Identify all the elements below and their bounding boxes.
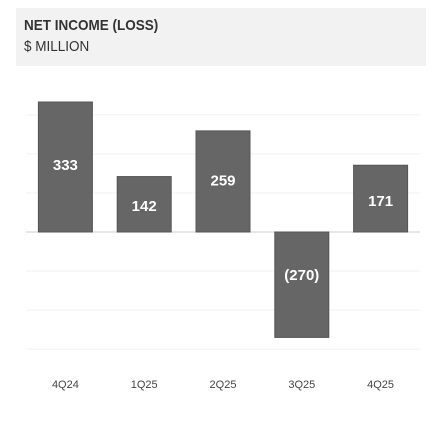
bar-value-label: 333 — [53, 157, 78, 174]
chart-header: NET INCOME (LOSS) $ MILLION — [16, 8, 426, 66]
x-tick-label: 4Q25 — [367, 379, 394, 391]
bar-value-label: 142 — [132, 198, 157, 215]
bar-4q24 — [37, 101, 93, 233]
x-tick-label: 3Q25 — [288, 379, 315, 391]
bar-value-label: (270) — [284, 267, 319, 284]
x-tick-label: 4Q24 — [52, 379, 79, 391]
bar-4q25 — [353, 164, 409, 233]
chart-subtitle: $ MILLION — [24, 38, 90, 55]
x-tick-label: 1Q25 — [131, 379, 158, 391]
bar-value-label: 171 — [368, 193, 393, 210]
chart-title: NET INCOME (LOSS) — [24, 17, 159, 34]
x-tick-label: 2Q25 — [210, 379, 237, 391]
bar-value-label: 259 — [210, 172, 235, 189]
bar-3q25 — [274, 231, 330, 338]
bar-2q25 — [195, 130, 251, 233]
bar-1q25 — [116, 176, 172, 233]
